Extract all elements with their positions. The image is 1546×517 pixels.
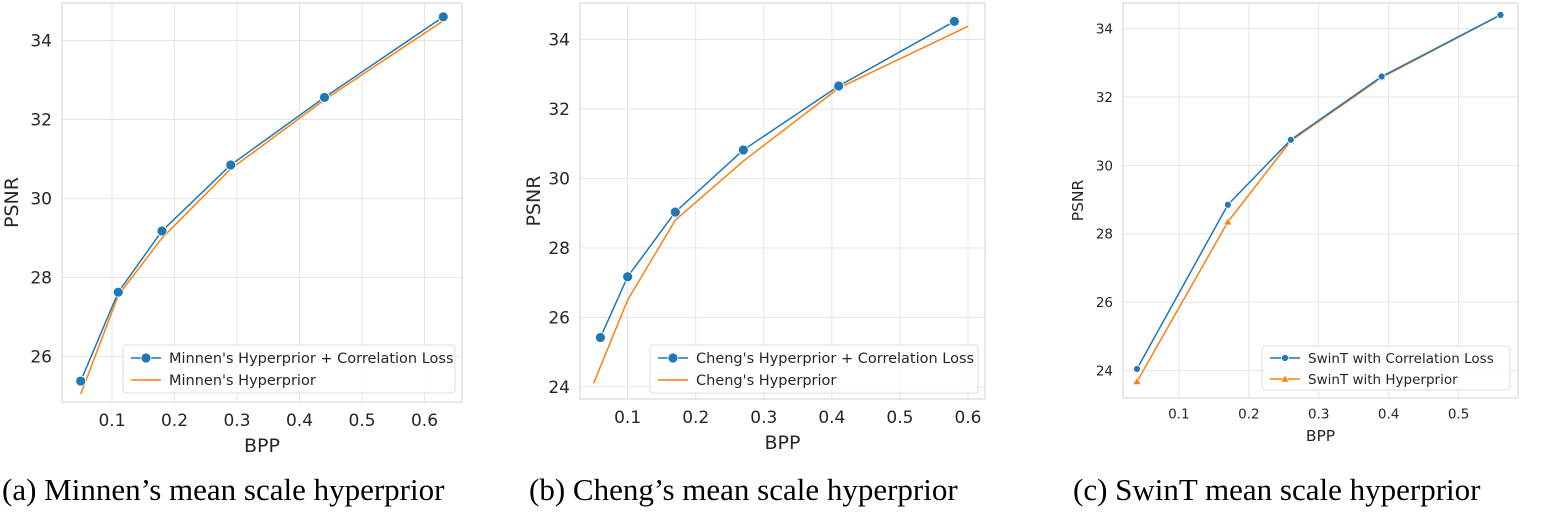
caption-c: (c) SwinT mean scale hyperprior xyxy=(1073,472,1481,507)
y-tick-label: 30 xyxy=(548,170,570,190)
legend-entry-label: SwinT with Correlation Loss xyxy=(1308,351,1494,367)
data-point xyxy=(1133,365,1141,373)
y-tick-label: 26 xyxy=(548,308,570,328)
data-point xyxy=(1286,135,1295,144)
legend-entry-label: Minnen's Hyperprior xyxy=(169,373,316,389)
data-point xyxy=(319,92,330,103)
legend-swatch-marker xyxy=(1281,354,1289,362)
series-line xyxy=(599,20,955,338)
legend: Minnen's Hyperprior + Correlation Loss Mi… xyxy=(122,344,456,394)
plot-frame xyxy=(61,2,463,403)
legend: Cheng's Hyperprior + Correlation Loss Che… xyxy=(649,344,979,394)
legend-swatch-marker xyxy=(140,352,152,364)
x-tick-label: 0.1 xyxy=(98,411,125,431)
data-point xyxy=(156,225,168,237)
y-tick-label: 34 xyxy=(30,32,52,52)
x-tick-label: 0.3 xyxy=(1308,407,1329,423)
series-1 xyxy=(592,25,969,384)
data-point xyxy=(737,144,749,156)
y-tick-label: 32 xyxy=(30,111,52,131)
data-point xyxy=(1223,217,1233,226)
data-point xyxy=(948,16,960,27)
series-0 xyxy=(595,16,960,343)
x-tick-label: 0.4 xyxy=(1378,407,1399,423)
y-tick-label: 28 xyxy=(30,269,52,289)
legend-entry-label: Minnen's Hyperprior + Correlation Loss xyxy=(169,351,454,367)
caption-b: (b) Cheng’s mean scale hyperprior xyxy=(529,472,958,507)
series-line xyxy=(80,20,444,395)
x-tick-label: 0.1 xyxy=(1168,407,1189,423)
x-axis-label: BPP xyxy=(1306,427,1335,445)
y-tick-label: 28 xyxy=(548,239,570,259)
data-point xyxy=(112,286,124,298)
legend-entry-label: Cheng's Hyperprior xyxy=(696,373,836,389)
chart-2: 0.1 0.2 0.3 0.4 0.5 24 26 28 30 32 34 BPP PSNR SwinT … xyxy=(1069,2,1519,445)
data-point xyxy=(595,332,606,343)
y-axis-label: PSNR xyxy=(1069,180,1087,222)
y-tick-label: 30 xyxy=(30,190,52,210)
data-point xyxy=(1132,376,1142,385)
x-tick-label: 0.2 xyxy=(161,411,188,431)
data-point xyxy=(1223,200,1232,209)
y-tick-label: 32 xyxy=(548,100,570,120)
y-axis-label: PSNR xyxy=(1,177,23,228)
plot-frame xyxy=(1122,2,1519,399)
x-tick-label: 0.2 xyxy=(682,408,709,428)
y-tick-label: 26 xyxy=(1096,295,1113,311)
y-tick-label: 24 xyxy=(548,378,570,398)
series-line xyxy=(80,16,444,382)
x-tick-label: 0.2 xyxy=(1238,407,1259,423)
y-tick-label: 34 xyxy=(548,31,570,51)
x-tick-label: 0.6 xyxy=(954,408,981,428)
caption-a: (a) Minnen’s mean scale hyperprior xyxy=(2,472,445,507)
series-1 xyxy=(80,20,444,395)
x-axis-label: BPP xyxy=(765,432,801,454)
y-tick-label: 28 xyxy=(1096,227,1113,243)
series-0 xyxy=(75,11,449,387)
data-point xyxy=(437,11,449,23)
legend-swatch-marker xyxy=(1280,374,1290,383)
legend-entry-label: SwinT with Hyperprior xyxy=(1308,372,1458,388)
legend-box xyxy=(649,344,979,394)
data-point xyxy=(1496,11,1505,19)
data-point xyxy=(833,80,845,92)
y-tick-label: 24 xyxy=(1096,364,1113,380)
x-tick-label: 0.5 xyxy=(348,411,375,431)
data-point xyxy=(225,159,237,171)
chart-1: 0.1 0.2 0.3 0.4 0.5 0.6 24 26 28 30 32 34 BPP PSNR Che… xyxy=(523,2,986,454)
chart-0: 0.1 0.2 0.3 0.4 0.5 0.6 26 28 30 32 34 BPP PSNR Minne… xyxy=(1,2,463,457)
y-tick-label: 32 xyxy=(1096,90,1113,106)
x-tick-label: 0.3 xyxy=(750,408,777,428)
x-tick-label: 0.4 xyxy=(286,411,313,431)
y-tick-label: 26 xyxy=(30,348,52,368)
data-point xyxy=(622,271,634,283)
x-tick-label: 0.4 xyxy=(818,408,845,428)
y-tick-label: 34 xyxy=(1096,22,1113,38)
y-axis-label: PSNR xyxy=(523,176,545,227)
data-point xyxy=(669,206,681,218)
x-tick-label: 0.1 xyxy=(614,408,641,428)
legend: SwinT with Correlation Loss SwinT with Hy… xyxy=(1261,345,1511,391)
series-0 xyxy=(1133,11,1505,373)
x-tick-label: 0.5 xyxy=(886,408,913,428)
y-tick-label: 30 xyxy=(1096,158,1113,174)
x-axis-label: BPP xyxy=(244,435,280,457)
legend-box xyxy=(1261,345,1511,391)
x-tick-label: 0.3 xyxy=(223,411,250,431)
data-point xyxy=(1377,72,1386,81)
legend-swatch-marker xyxy=(667,352,679,364)
series-line xyxy=(592,25,969,384)
x-tick-label: 0.6 xyxy=(411,411,438,431)
data-point xyxy=(75,375,87,387)
legend-entry-label: Cheng's Hyperprior + Correlation Loss xyxy=(696,351,974,367)
legend-box xyxy=(122,344,456,394)
plot-frame xyxy=(579,2,986,400)
x-tick-label: 0.5 xyxy=(1448,407,1469,423)
